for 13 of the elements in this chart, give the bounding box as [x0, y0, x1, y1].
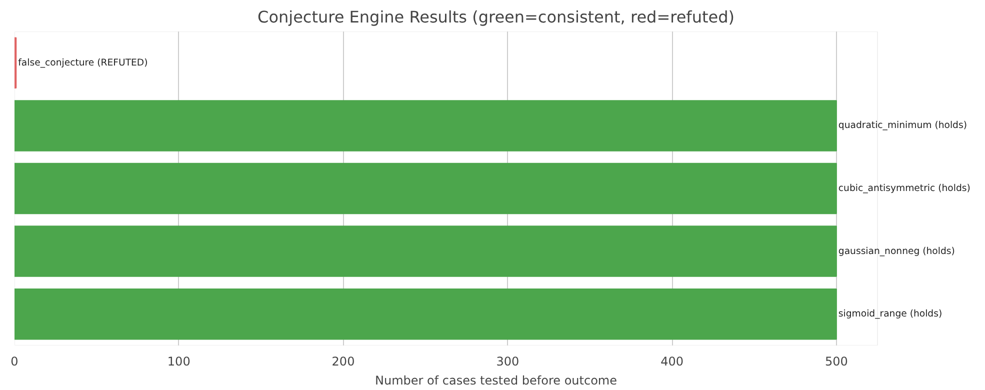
- x-tick-label: 400: [660, 354, 684, 368]
- x-tick-label: 300: [496, 354, 520, 368]
- y-tick-label: false_conjecture (REFUTED): [18, 57, 148, 68]
- x-tick-label: 100: [167, 354, 190, 368]
- y-tick-label: gaussian_nonneg (holds): [838, 246, 955, 257]
- y-tick-label: sigmoid_range (holds): [838, 308, 942, 320]
- x-tick-label: 0: [10, 354, 18, 368]
- x-axis-title: Number of cases tested before outcome: [374, 374, 618, 388]
- x-tick-label: 200: [332, 354, 355, 368]
- y-tick-label: cubic_antisymmetric (holds): [838, 183, 970, 194]
- y-tick-label: quadratic_minimum (holds): [838, 120, 967, 132]
- x-tick-label: 500: [824, 354, 848, 368]
- chart-title: Conjecture Engine Results (green=consistent, red=refuted): [258, 8, 734, 26]
